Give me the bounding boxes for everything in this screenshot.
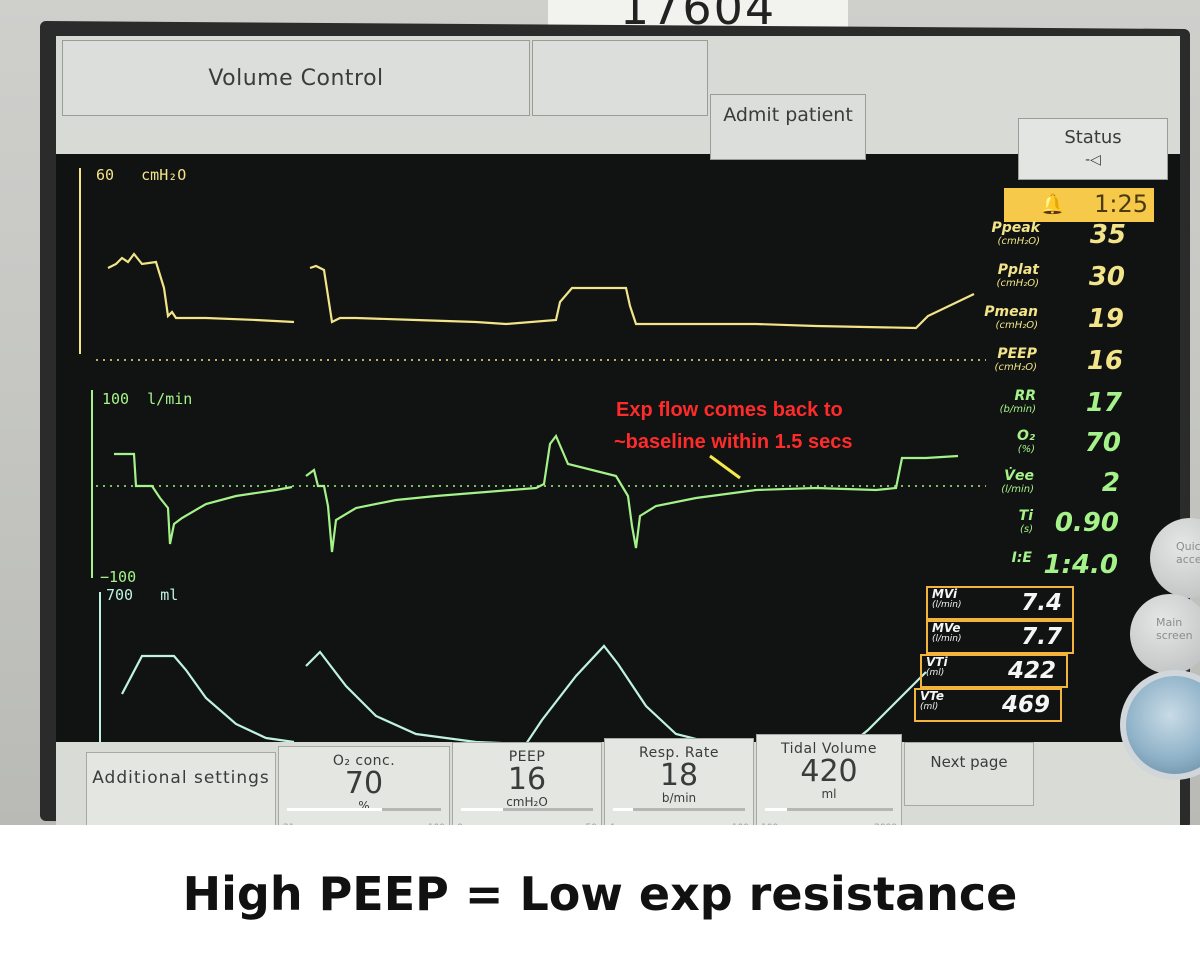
volume-scale-label: 700 ml — [106, 586, 179, 604]
param-name: I:E — [1011, 550, 1032, 566]
mode-button[interactable]: Volume Control — [62, 40, 530, 116]
tidal-volume-setting[interactable]: Tidal Volume 420 ml 1002000 — [756, 734, 902, 825]
blank-softkey[interactable] — [532, 40, 708, 116]
param-name: Pplat (cmH₂O) — [996, 262, 1039, 289]
param-value: 35 — [1089, 220, 1126, 250]
additional-settings-button[interactable]: Additional settings — [86, 752, 276, 825]
param-name: RR (b/min) — [999, 388, 1036, 415]
alarm-timer[interactable]: 🔔 1:25 — [1004, 188, 1154, 222]
param-name: Pmean (cmH₂O) — [984, 304, 1038, 331]
next-page-button[interactable]: Next page — [904, 742, 1034, 806]
volume-waveform — [121, 644, 927, 750]
status-icon: -◁ — [1085, 152, 1101, 168]
caption: High PEEP = Low exp resistance — [0, 825, 1200, 953]
param-value: 2 — [1101, 468, 1120, 498]
ventilator-device: 17604 Volume Control Admit patient Statu… — [0, 0, 1200, 825]
rr-level-bar — [613, 808, 745, 811]
param-value: 70 — [1084, 428, 1121, 458]
param-value: 16 — [1086, 346, 1123, 376]
rotary-knob[interactable] — [1120, 670, 1200, 780]
vte-box: VTe (ml) 469 — [914, 688, 1062, 722]
param-name: O₂ (%) — [1016, 428, 1035, 455]
status-label: Status — [1064, 127, 1122, 148]
mvi-box: MVi (l/min) 7.4 — [926, 586, 1074, 620]
o2-level-bar — [287, 808, 441, 811]
alarm-time: 1:25 — [1094, 190, 1148, 218]
settings-strip: Additional settings O₂ conc. 70 % 21100 … — [56, 734, 1180, 825]
ventilator-screen: Volume Control Admit patient Status -◁ 6… — [56, 36, 1180, 825]
status-button[interactable]: Status -◁ — [1018, 118, 1168, 180]
param-name: PEEP (cmH₂O) — [994, 346, 1037, 373]
param-value: 17 — [1085, 388, 1122, 418]
main-screen-button[interactable]: Main screen — [1130, 594, 1200, 674]
resp-rate-setting[interactable]: Resp. Rate 18 b/min 4100 — [604, 738, 754, 825]
flow-scale-label: 100 l/min — [102, 390, 193, 408]
vt-level-bar — [765, 808, 893, 811]
param-value: 19 — [1087, 304, 1124, 334]
vti-box: VTi (ml) 422 — [920, 654, 1068, 688]
flow-scale-bottom: −100 — [100, 568, 137, 586]
bell-icon: 🔔 — [1040, 192, 1065, 216]
pressure-waveform — [107, 252, 975, 330]
o2-setting[interactable]: O₂ conc. 70 % 21100 — [278, 746, 450, 825]
mve-box: MVe (l/min) 7.7 — [926, 620, 1074, 654]
param-value: 30 — [1088, 262, 1125, 292]
admit-patient-button[interactable]: Admit patient — [710, 94, 866, 160]
param-name: Ti (s) — [1018, 508, 1033, 535]
pressure-scale-label: 60 cmH₂O — [96, 166, 187, 184]
flow-waveform — [114, 433, 959, 553]
param-value: 0.90 — [1054, 508, 1119, 538]
param-value: 1:4.0 — [1043, 550, 1118, 580]
peep-setting[interactable]: PEEP 16 cmH₂O 050 — [452, 742, 602, 825]
annotation-text: Exp flow comes back to ~baseline within … — [614, 399, 853, 453]
annotation-arrow — [709, 454, 741, 480]
param-name: V̇ee (l/min) — [1001, 468, 1034, 495]
waveform-display — [79, 168, 986, 750]
param-name: Ppeak (cmH₂O) — [991, 220, 1040, 247]
peep-level-bar — [461, 808, 593, 811]
